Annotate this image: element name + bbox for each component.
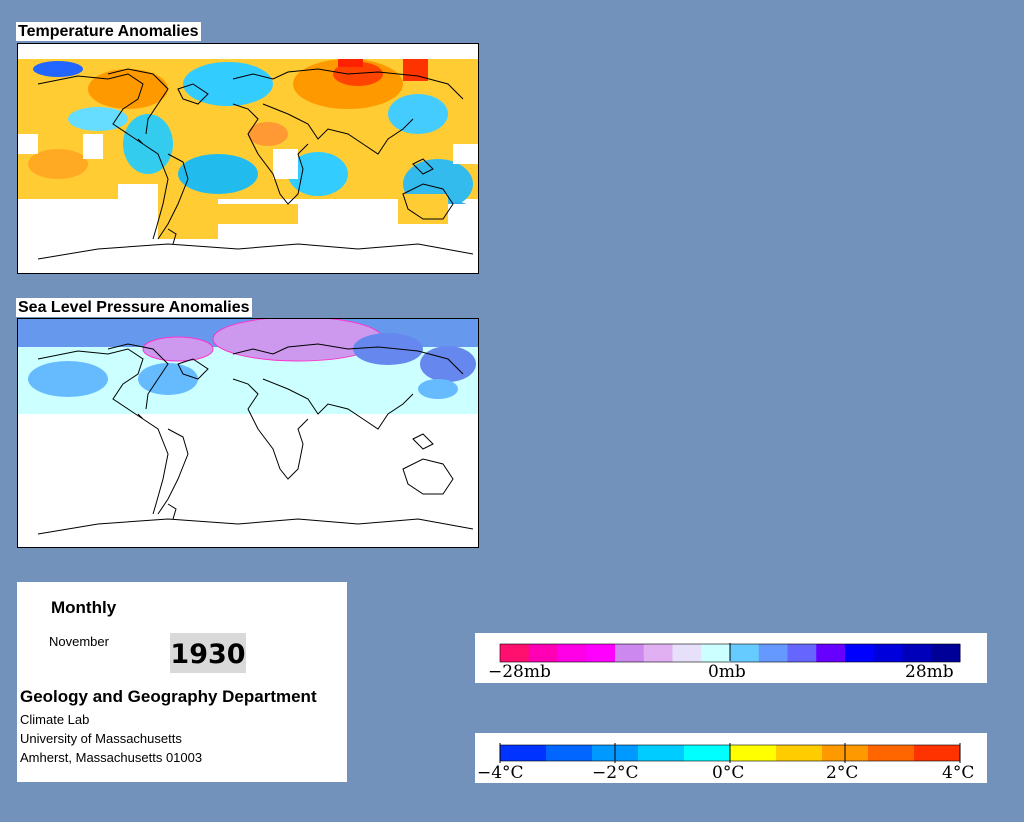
pressure-swatch	[701, 644, 731, 662]
address-label: Amherst, Massachusetts 01003	[20, 750, 203, 765]
department-label: Geology and Geography Department	[20, 687, 317, 706]
temperature-swatch	[730, 745, 777, 761]
pressure-swatch	[787, 644, 817, 662]
pressure-swatch	[615, 644, 645, 662]
temperature-swatch	[868, 745, 915, 761]
temperature-legend-graphic: −4°C −2°C 0°C 2°C 4°C	[477, 743, 974, 783]
temperature-swatch	[914, 745, 961, 761]
pressure-anomaly-map	[17, 318, 479, 548]
pressure-swatch	[873, 644, 903, 662]
pressure-swatch	[643, 644, 673, 662]
pressure-label-max: 28mb	[905, 662, 954, 682]
temperature-swatch	[684, 745, 731, 761]
temperature-label-minus2: −2°C	[592, 763, 639, 783]
pressure-swatch	[845, 644, 875, 662]
info-panel: Monthly November 1930 Geology and Geogra…	[17, 582, 347, 782]
pressure-map-graphic	[18, 319, 478, 547]
temperature-swatch	[500, 745, 547, 761]
pressure-swatch	[758, 644, 788, 662]
temperature-swatch	[546, 745, 593, 761]
pressure-swatch	[528, 644, 558, 662]
pressure-swatch	[931, 644, 961, 662]
pressure-legend: −28mb 0mb 28mb	[475, 633, 987, 683]
pressure-legend-graphic: −28mb 0mb 28mb	[488, 643, 961, 682]
pressure-swatch	[730, 644, 760, 662]
temperature-swatch	[776, 745, 823, 761]
pressure-label-min: −28mb	[488, 662, 551, 682]
pressure-swatch	[586, 644, 616, 662]
temperature-swatch	[638, 745, 685, 761]
lab-label: Climate Lab	[20, 712, 90, 727]
pressure-swatch	[816, 644, 846, 662]
pressure-swatch	[500, 644, 530, 662]
temperature-label-minus4: −4°C	[477, 763, 524, 783]
period-label: Monthly	[51, 598, 117, 617]
pressure-label-zero: 0mb	[708, 662, 746, 682]
month-label: November	[49, 634, 109, 649]
pressure-swatch	[672, 644, 702, 662]
pressure-swatch	[902, 644, 932, 662]
temperature-map-title: Temperature Anomalies	[16, 22, 201, 41]
temperature-label-zero: 0°C	[712, 763, 744, 783]
university-label: University of Massachusetts	[20, 731, 182, 746]
temperature-map-graphic	[18, 44, 478, 273]
temperature-label-plus2: 2°C	[826, 763, 858, 783]
pressure-swatch	[557, 644, 587, 662]
year-label: 1930	[170, 633, 246, 673]
temperature-label-plus4: 4°C	[942, 763, 974, 783]
temperature-anomaly-map	[17, 43, 479, 274]
temperature-legend: −4°C −2°C 0°C 2°C 4°C	[475, 733, 987, 783]
pressure-map-title: Sea Level Pressure Anomalies	[16, 298, 252, 317]
